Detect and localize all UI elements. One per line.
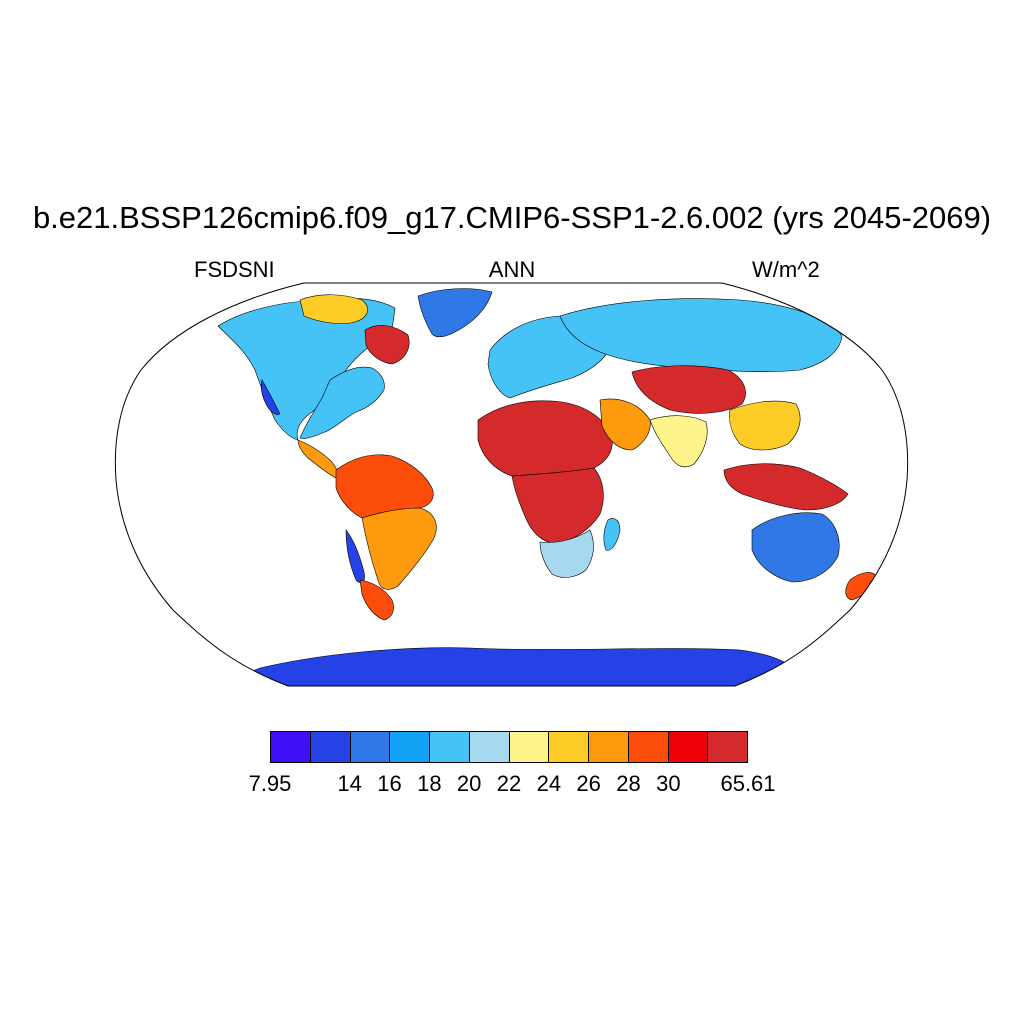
- colorbar-tick-label: 7.95: [248, 771, 292, 796]
- variable-label: FSDSNI: [194, 257, 275, 282]
- map-fill-layer: [217, 288, 877, 686]
- region-new-zealand: [845, 572, 877, 601]
- colorbar-box-8: [549, 732, 589, 762]
- region-central-africa: [511, 467, 604, 545]
- colorbar-box-3: [350, 732, 391, 762]
- region-central-america: [297, 439, 339, 479]
- colorbar-tick-label: 16: [377, 771, 402, 796]
- colorbar-tick-label: 24: [536, 771, 562, 796]
- region-antarctica: [239, 647, 797, 686]
- region-amazon: [335, 454, 434, 519]
- colorbar-tick-label: 65.61: [720, 771, 776, 796]
- region-patagonia: [359, 579, 394, 621]
- region-south-america-east: [361, 507, 437, 590]
- region-hudson-region: [364, 325, 410, 365]
- colorbar-tick-label: 22: [496, 771, 522, 796]
- colorbar-box-5: [430, 732, 470, 762]
- season-label: ANN: [488, 257, 536, 282]
- colorbar-box-12: [708, 732, 747, 762]
- units-label: W/m^2: [752, 257, 820, 282]
- region-india: [649, 415, 708, 468]
- region-indonesia: [723, 463, 849, 511]
- region-tibet: [631, 365, 746, 414]
- colorbar-tick-label: 18: [417, 771, 442, 796]
- region-north-africa: [477, 400, 613, 477]
- colorbar-tick-label: 28: [616, 771, 641, 796]
- region-andes: [345, 529, 365, 584]
- colorbar-tick-label: 14: [337, 771, 362, 796]
- region-southern-africa: [539, 529, 594, 578]
- region-greenland: [417, 288, 493, 338]
- colorbar: [270, 731, 748, 763]
- region-australia: [751, 512, 840, 583]
- region-siberia: [559, 298, 843, 372]
- map-boundary: [114, 282, 909, 687]
- region-southeast-asia: [729, 400, 801, 451]
- colorbar-box-7: [509, 732, 550, 762]
- colorbar-box-1: [271, 732, 311, 762]
- region-california: [260, 379, 281, 415]
- colorbar-tick-label: 26: [576, 771, 601, 796]
- colorbar-box-6: [469, 732, 510, 762]
- figure-title: b.e21.BSSP126cmip6.f09_g17.CMIP6-SSP1-2.…: [32, 200, 992, 235]
- colorbar-tick-label: 20: [456, 771, 482, 796]
- region-canada-north: [299, 294, 368, 324]
- colorbar-tick-label: 30: [656, 771, 681, 796]
- colorbar-box-11: [668, 732, 709, 762]
- colorbar-labels: 7.95 14 16 18 20 22 24 26 28 30 65.61: [0, 770, 1024, 800]
- colorbar-box-9: [589, 732, 629, 762]
- region-madagascar: [603, 518, 621, 551]
- region-north-america-east: [299, 366, 385, 439]
- colorbar-box-10: [628, 732, 669, 762]
- region-arabia: [599, 398, 651, 451]
- colorbar-box-4: [390, 732, 430, 762]
- colorbar-box-2: [310, 732, 351, 762]
